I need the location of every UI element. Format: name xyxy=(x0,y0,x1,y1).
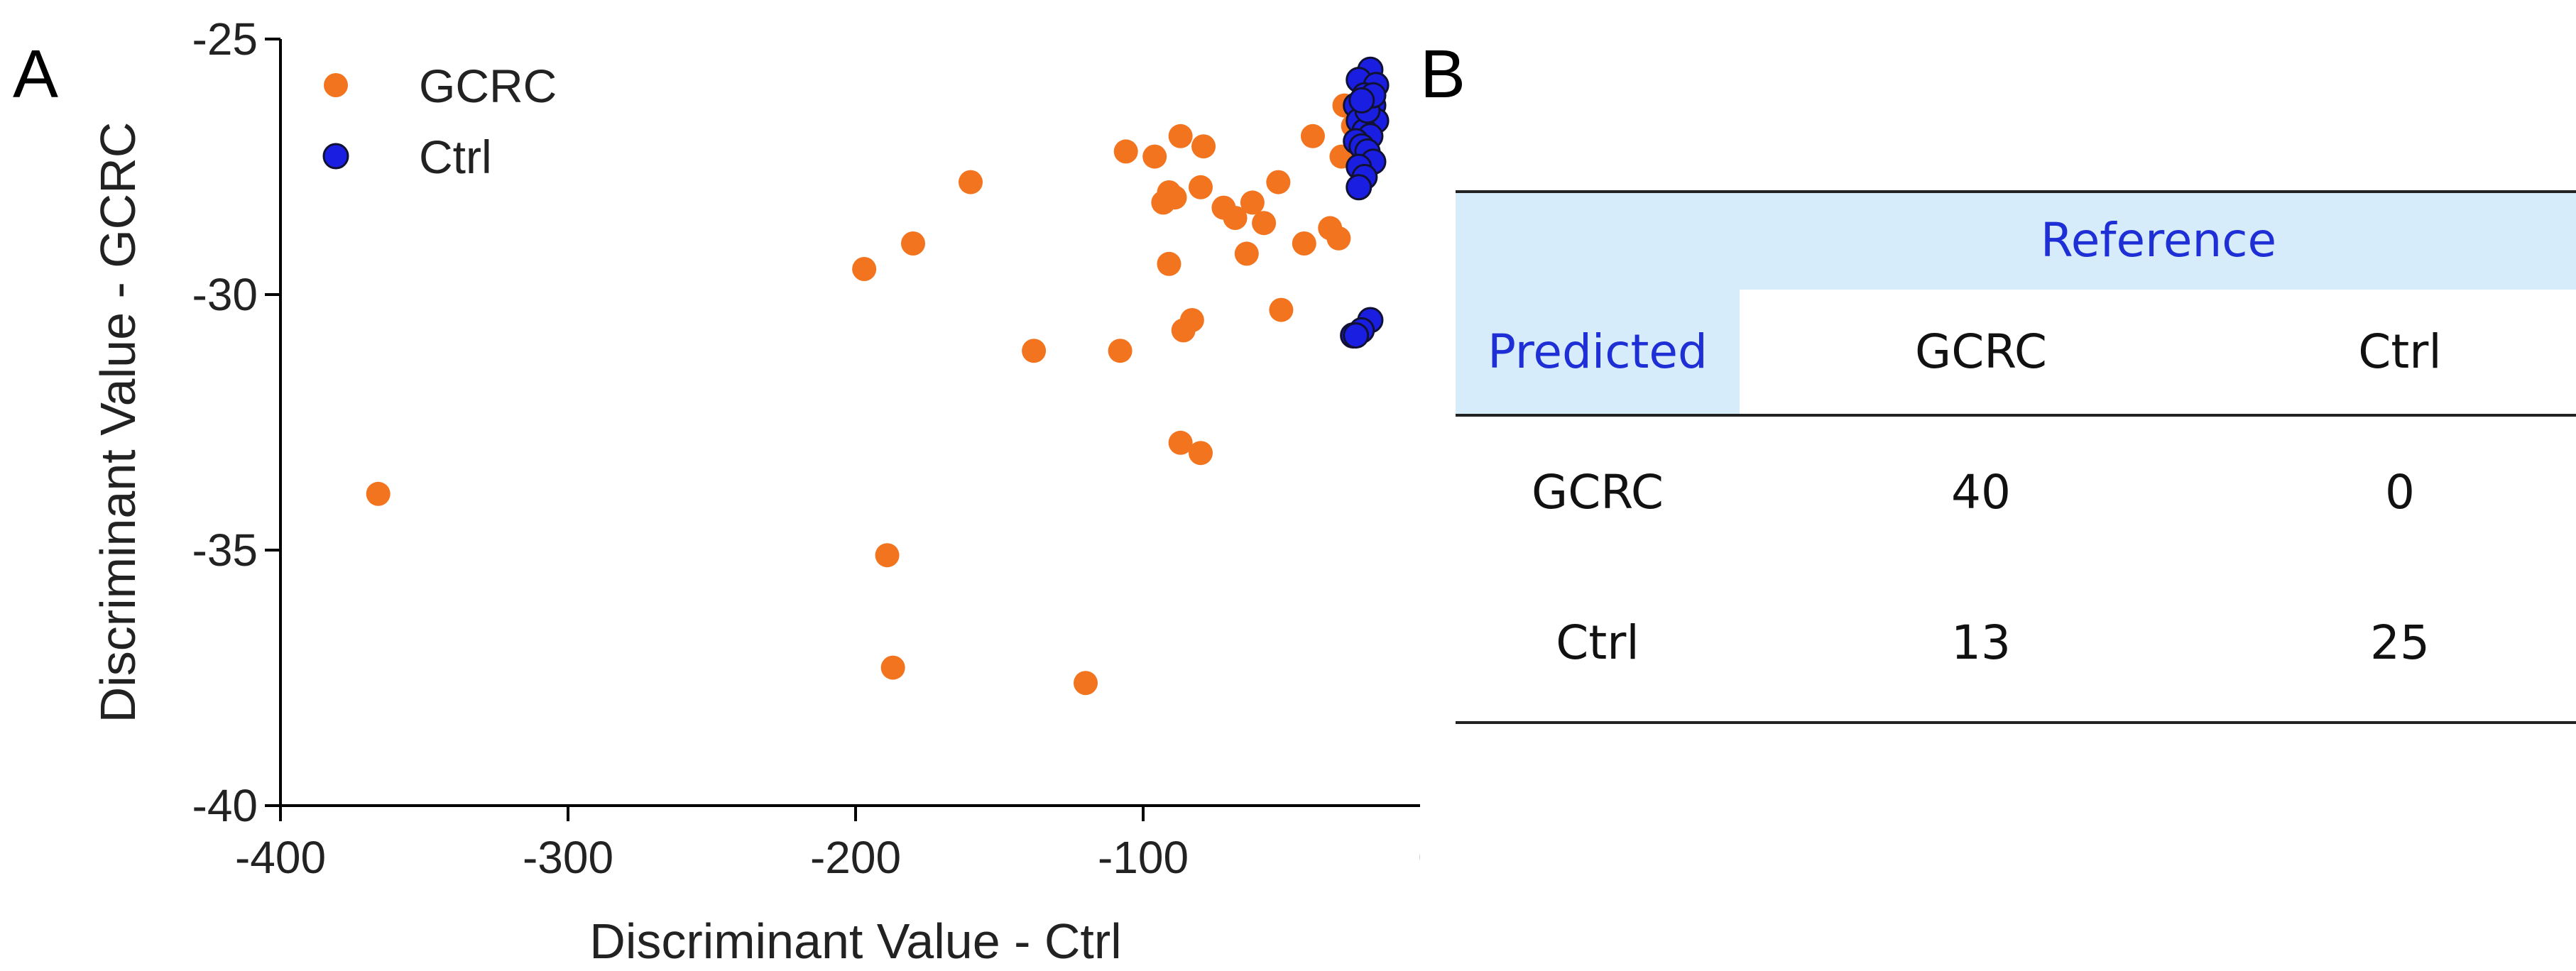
cell-ctrl-gcrc: 13 xyxy=(1951,615,2011,670)
gcrc-point xyxy=(1113,139,1138,164)
column-header-gcrc: GCRC xyxy=(1915,324,2047,379)
row-label-ctrl: Ctrl xyxy=(1556,615,1639,670)
predicted-header: Predicted xyxy=(1488,324,1708,379)
legend-marker-gcrc xyxy=(324,73,348,97)
gcrc-point xyxy=(880,655,905,680)
table-top-rule xyxy=(1456,190,2576,193)
legend-marker-ctrl xyxy=(322,143,349,170)
gcrc-point xyxy=(852,257,877,281)
table-bottom-rule xyxy=(1456,721,2576,724)
gcrc-point xyxy=(1292,231,1316,256)
gcrc-point xyxy=(875,543,900,568)
gcrc-point xyxy=(1234,241,1259,266)
reference-header: Reference xyxy=(2040,212,2277,268)
gcrc-point xyxy=(901,231,925,256)
gcrc-point xyxy=(1300,124,1325,148)
x-tick-label: -400 xyxy=(235,832,326,883)
gcrc-point xyxy=(1171,318,1196,343)
y-tick-label: -35 xyxy=(192,525,258,576)
gcrc-point xyxy=(366,481,391,506)
cell-gcrc-gcrc: 40 xyxy=(1951,464,2011,520)
row-label-gcrc: GCRC xyxy=(1532,464,1664,520)
y-axis-title: Discriminant Value - GCRC xyxy=(90,122,146,723)
y-tick-label: -40 xyxy=(192,780,258,831)
x-axis-title: Discriminant Value - Ctrl xyxy=(589,914,1121,969)
table-header-rule xyxy=(1456,414,2576,417)
gcrc-point xyxy=(1326,226,1351,251)
x-tick-label: 0 xyxy=(1418,832,1420,883)
scatter-plot: -400 -300 -200 -100 0 -40 -35 -30 -25 Discriminan… xyxy=(90,13,1420,969)
gcrc-point xyxy=(959,170,983,194)
gcrc-point xyxy=(1168,124,1193,148)
gcrc-point xyxy=(1269,297,1294,322)
confusion-table: Reference Predicted GCRC Ctrl GCRC 40 0 … xyxy=(1456,190,2576,724)
column-header-ctrl: Ctrl xyxy=(2358,324,2442,379)
ctrl-point xyxy=(1346,174,1372,201)
gcrc-point xyxy=(1189,175,1213,199)
predicted-header-band xyxy=(1456,290,1740,414)
gcrc-point xyxy=(1252,211,1277,236)
gcrc-point xyxy=(1191,134,1216,159)
ctrl-point xyxy=(1343,322,1370,349)
gcrc-point xyxy=(1022,339,1047,363)
cell-ctrl-ctrl: 25 xyxy=(2370,615,2430,670)
gcrc-point xyxy=(1240,190,1265,215)
x-tick-label: -300 xyxy=(523,832,613,883)
gcrc-point xyxy=(1266,170,1291,194)
gcrc-point xyxy=(1074,671,1098,696)
gcrc-point xyxy=(1189,441,1213,466)
y-tick-label: -25 xyxy=(192,13,258,65)
x-tick-label: -200 xyxy=(810,832,901,883)
gcrc-point xyxy=(1108,339,1133,363)
gcrc-point xyxy=(1157,251,1181,276)
ctrl-point xyxy=(1348,87,1375,114)
gcrc-point xyxy=(1168,430,1193,455)
panel-label-b: B xyxy=(1420,36,1466,112)
cell-gcrc-ctrl: 0 xyxy=(2385,464,2415,520)
x-tick-label: -100 xyxy=(1098,832,1189,883)
gcrc-point xyxy=(1142,144,1167,169)
legend-label-ctrl: Ctrl xyxy=(419,131,492,183)
gcrc-point xyxy=(1223,206,1248,230)
legend-label-gcrc: GCRC xyxy=(419,60,557,112)
gcrc-point xyxy=(1162,185,1187,210)
y-tick-label: -30 xyxy=(192,269,258,320)
reference-header-band xyxy=(1456,190,2576,290)
panel-label-a: A xyxy=(13,36,59,112)
